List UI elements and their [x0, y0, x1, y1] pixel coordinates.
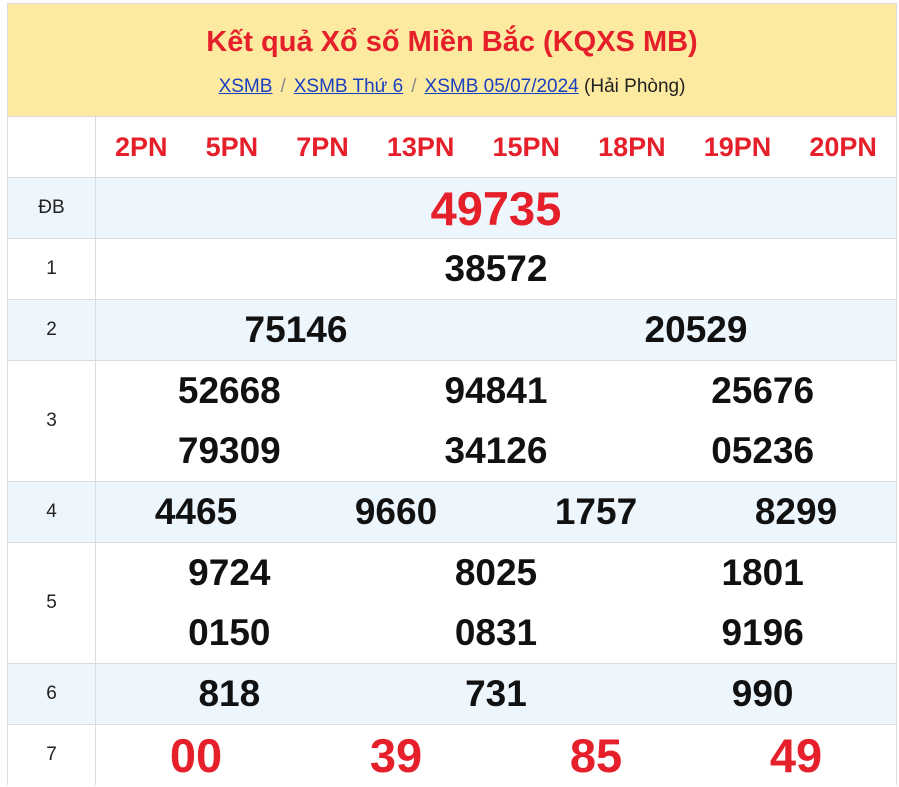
prize-row: 1 38572: [8, 238, 896, 300]
results-table: 2PN 5PN 7PN 13PN 15PN 18PN 19PN 20PN ĐB 49735 1 385…: [8, 116, 896, 785]
prize-number: 9660: [354, 491, 438, 532]
prize-label: 4: [8, 481, 96, 543]
prize-number: 1801: [721, 552, 804, 593]
prize-number: 39: [369, 728, 423, 782]
prize-number: 4465: [154, 491, 238, 532]
prize-number: 8299: [754, 491, 838, 532]
ticket-code: 20PN: [809, 131, 877, 162]
prize-row: 4 4465 9660 1757 8299: [8, 481, 896, 543]
prize-number: 49735: [430, 181, 562, 235]
breadcrumb-separator: /: [411, 76, 417, 97]
prize-number: 9724: [188, 552, 271, 593]
results-panel: Kết quả Xổ số Miền Bắc (KQXS MB) XSMB / XS…: [7, 3, 897, 785]
prize-number: 05236: [711, 430, 815, 471]
ticket-code: 5PN: [205, 131, 259, 162]
results-header: Kết quả Xổ số Miền Bắc (KQXS MB) XSMB / XS…: [8, 4, 896, 116]
prize-number: 85: [569, 728, 623, 782]
prize-number: 990: [731, 673, 794, 714]
prize-number: 34126: [444, 430, 548, 471]
prize-row: ĐB 49735: [8, 177, 896, 239]
prize-row: 7 00 39 85 49: [8, 724, 896, 785]
breadcrumb: XSMB / XSMB Thứ 6 / XSMB 05/07/2024 (Hải Phò…: [8, 76, 896, 98]
prize-number: 0831: [454, 612, 538, 653]
codes-row: 2PN 5PN 7PN 13PN 15PN 18PN 19PN 20PN: [8, 116, 896, 178]
ticket-code: 15PN: [492, 131, 561, 162]
ticket-code: 19PN: [703, 131, 772, 162]
prize-number: 49: [769, 728, 823, 782]
prize-label: ĐB: [8, 177, 96, 239]
prize-number: 38572: [444, 248, 548, 289]
prize-number: 1757: [554, 491, 638, 532]
prize-row: 5 9724 8025 1801 0150 0831 9196: [8, 542, 896, 664]
prize-number: 20529: [644, 309, 748, 350]
ticket-code: 2PN: [115, 131, 168, 162]
prize-label: 7: [8, 724, 96, 785]
prize-number: 731: [465, 673, 527, 714]
prize-number: 25676: [711, 370, 815, 411]
prize-label: 1: [8, 238, 96, 300]
prize-number: 75146: [244, 309, 348, 350]
ticket-code: 7PN: [296, 131, 349, 162]
page-title: Kết quả Xổ số Miền Bắc (KQXS MB): [206, 26, 698, 58]
empty-cell: [8, 116, 96, 178]
breadcrumb-xsmb-weekday[interactable]: XSMB Thứ 6: [293, 76, 404, 97]
breadcrumb-separator: /: [280, 76, 286, 97]
prize-label: 2: [8, 299, 96, 361]
prize-label: 5: [8, 542, 96, 664]
prize-row: 6 818 731 990: [8, 663, 896, 725]
prize-number: 52668: [177, 370, 281, 411]
prize-number: 818: [198, 673, 261, 714]
prize-row: 3 52668 94841 25676 79309 34126 05236: [8, 360, 896, 482]
prize-number: 79309: [177, 430, 281, 471]
ticket-code: 18PN: [598, 131, 666, 162]
breadcrumb-xsmb-date[interactable]: XSMB 05/07/2024: [424, 76, 579, 97]
ticket-code: 13PN: [386, 131, 455, 162]
prize-number: 9196: [721, 612, 804, 653]
prize-label: 3: [8, 360, 96, 482]
prize-label: 6: [8, 663, 96, 725]
prize-number: 94841: [444, 370, 548, 411]
prize-number: 0150: [188, 612, 271, 653]
region-label: (Hải Phòng): [584, 76, 686, 97]
prize-number: 00: [169, 728, 223, 782]
prize-row: 2 75146 20529: [8, 299, 896, 361]
prize-number: 8025: [454, 552, 538, 593]
breadcrumb-xsmb[interactable]: XSMB: [218, 76, 273, 97]
